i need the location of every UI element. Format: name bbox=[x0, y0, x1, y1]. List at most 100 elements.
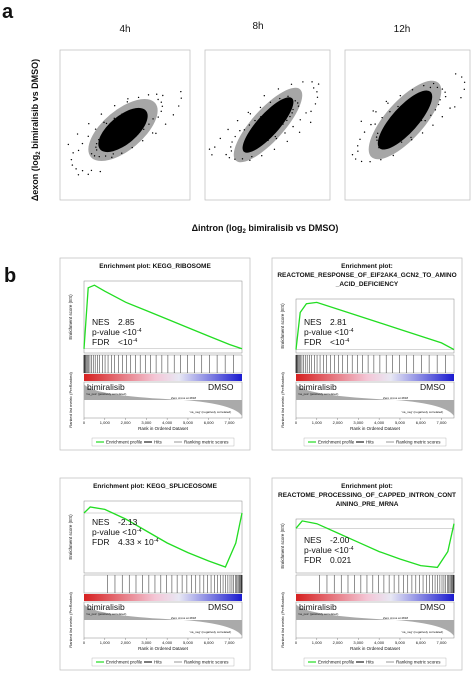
scatter-dot bbox=[135, 108, 137, 110]
scatter-dot bbox=[411, 89, 414, 91]
legend-label: Hits bbox=[366, 660, 374, 665]
scatter-dot bbox=[461, 76, 463, 78]
scatter-dot bbox=[284, 99, 286, 101]
scatter-dot bbox=[423, 101, 426, 103]
scatter-dot bbox=[254, 144, 257, 146]
nes-label: NES bbox=[304, 535, 322, 545]
p-value: p-value <10-4 bbox=[92, 327, 142, 337]
scatter-dot bbox=[411, 102, 413, 104]
x-tick-label: 1,000 bbox=[100, 420, 111, 425]
scatter-dot bbox=[424, 119, 426, 122]
zero-cross: Zero cross at 4818 bbox=[383, 396, 408, 400]
x-tick-label: 0 bbox=[83, 420, 86, 425]
scatter-dot bbox=[147, 94, 150, 96]
scatter-dot bbox=[437, 103, 440, 106]
es-frame bbox=[83, 500, 243, 574]
legend-label: Enrichment profile bbox=[318, 660, 355, 665]
scatter-dot bbox=[416, 100, 419, 103]
scatter-dot bbox=[292, 108, 294, 111]
scatter-dot bbox=[454, 73, 457, 75]
scatter-dot bbox=[360, 160, 363, 163]
x-tick-label: 0 bbox=[295, 640, 298, 645]
scatter-dot bbox=[129, 136, 131, 138]
scatter-dot bbox=[247, 111, 250, 114]
scatter-dot bbox=[137, 96, 140, 99]
scatter-dot bbox=[127, 98, 129, 100]
scatter-dot bbox=[95, 149, 98, 151]
scatter-dot bbox=[88, 123, 90, 125]
scatter-dot bbox=[75, 168, 77, 170]
p-value: p-value <10-4 bbox=[304, 327, 354, 337]
x-tick-label: 6,000 bbox=[416, 640, 427, 645]
scatter-dot bbox=[180, 90, 182, 93]
scatter-frame bbox=[59, 49, 191, 201]
scatter-dot bbox=[314, 103, 317, 105]
scatter-dot bbox=[400, 131, 402, 134]
group-label: DMSO bbox=[420, 602, 446, 612]
scatter-dot bbox=[219, 137, 222, 140]
enrichment-curve bbox=[295, 520, 455, 569]
scatter-dot bbox=[378, 146, 380, 149]
legend-frame bbox=[91, 437, 235, 447]
group-label: bimiralisib bbox=[87, 602, 125, 612]
scatter-dot bbox=[265, 112, 268, 115]
scatter-dot bbox=[160, 110, 162, 113]
x-tick-label: 7,000 bbox=[437, 420, 448, 425]
p-exponent: -4 bbox=[137, 328, 142, 334]
scatter-dot bbox=[239, 130, 241, 132]
scatter-dot bbox=[274, 135, 276, 138]
scatter-dot bbox=[392, 144, 394, 147]
x-tick-label: 3,000 bbox=[353, 640, 364, 645]
zero-cross: Zero cross at 4818 bbox=[171, 616, 196, 620]
scatter-dot bbox=[121, 152, 123, 154]
scatter-dot bbox=[249, 144, 252, 146]
scatter-dot bbox=[251, 155, 253, 158]
gsea-panel: Enrichment plot: KEGG_RIBOSOME Enrichment… bbox=[59, 257, 251, 451]
scatter-dot bbox=[292, 125, 294, 128]
scatter-dot bbox=[384, 146, 386, 149]
p-text: p-value <10 bbox=[304, 545, 349, 555]
scatter-dot bbox=[157, 116, 159, 118]
plot-title: _ACID_DEFICIENCY bbox=[335, 281, 399, 288]
scatter-dot bbox=[142, 113, 144, 116]
fdr-label: FDR bbox=[92, 537, 109, 547]
scatter-dot bbox=[157, 98, 159, 101]
scatter-dot bbox=[351, 154, 354, 156]
plot-title: Enrichment plot: bbox=[341, 263, 393, 270]
legend-frame bbox=[303, 437, 447, 447]
scatter-dot bbox=[397, 105, 399, 108]
x-tick-label: 2,000 bbox=[333, 640, 344, 645]
scatter-dot bbox=[400, 141, 403, 143]
scatter-dot bbox=[430, 114, 432, 116]
scatter-dot bbox=[111, 156, 113, 159]
nes-value: 2.81 bbox=[330, 317, 347, 327]
p-exponent: -4 bbox=[137, 528, 142, 534]
x-tick-label: 5,000 bbox=[183, 640, 194, 645]
scatter-dot bbox=[287, 95, 289, 98]
ranking-metric bbox=[296, 384, 454, 416]
neg-note: 'na_neg' (negatively correlated) bbox=[190, 410, 232, 414]
scatter-dot bbox=[310, 110, 312, 113]
scatter-dot bbox=[289, 115, 291, 118]
scatter-dot bbox=[261, 155, 263, 157]
x-tick-label: 4,000 bbox=[162, 420, 173, 425]
pos-note: 'na_pos' (positively correlated) bbox=[298, 612, 338, 616]
scatter-dot bbox=[243, 129, 246, 131]
scatter-dot bbox=[302, 81, 304, 83]
scatter-dot bbox=[211, 154, 213, 156]
scatter-dot bbox=[113, 104, 116, 107]
scatter-dot bbox=[279, 97, 281, 100]
scatter-dot bbox=[297, 102, 299, 104]
scatter-dot bbox=[230, 150, 233, 152]
fdr-exponent: -4 bbox=[132, 338, 137, 344]
scatter-dot bbox=[230, 146, 232, 148]
x-tick-label: 2,000 bbox=[333, 420, 344, 425]
scatter-panels bbox=[59, 49, 471, 201]
scatter-cloud bbox=[242, 97, 294, 153]
scatter-dot bbox=[71, 164, 74, 166]
scatter-dot bbox=[124, 138, 126, 141]
fdr-label: FDR bbox=[92, 337, 109, 347]
y-axis-label: Enrichment score (ES) bbox=[280, 523, 285, 569]
group-label: DMSO bbox=[420, 382, 446, 392]
scatter-dot bbox=[90, 153, 93, 155]
